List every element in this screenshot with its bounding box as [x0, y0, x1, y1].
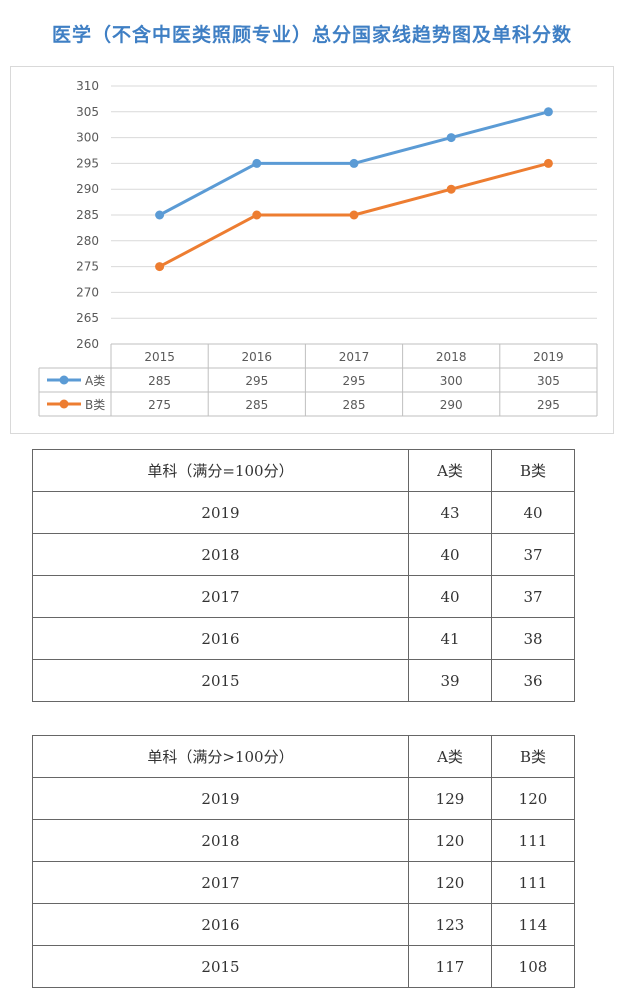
data-table-value: 295	[245, 374, 268, 388]
y-tick-label: 265	[76, 311, 99, 325]
y-tick-label: 295	[76, 156, 99, 170]
year-cell: 2019	[32, 777, 409, 820]
data-point	[446, 184, 456, 194]
b-class-cell: 36	[491, 659, 575, 702]
b-class-cell: 37	[491, 533, 575, 576]
b-class-cell: 111	[491, 861, 575, 904]
data-point	[446, 133, 456, 143]
y-tick-label: 290	[76, 182, 99, 196]
x-tick-label: 2015	[144, 350, 175, 364]
table-row: 2019 43 40	[32, 491, 575, 534]
year-cell: 2019	[32, 491, 409, 534]
x-tick-label: 2016	[242, 350, 273, 364]
page-title: 医学（不含中医类照顾专业）总分国家线趋势图及单科分数	[51, 24, 572, 46]
single-subject-over100-table: 单科（满分>100分） A类 B类 2019 129 120 2018 120 111 2017 1…	[32, 735, 575, 988]
y-tick-label: 260	[76, 337, 99, 351]
year-cell: 2018	[32, 819, 409, 862]
table-header-row: 单科（满分>100分） A类 B类	[32, 735, 575, 778]
y-tick-label: 310	[76, 79, 99, 93]
data-point	[543, 158, 553, 168]
data-table-value: 295	[537, 398, 560, 412]
table-row: 2017 40 37	[32, 575, 575, 618]
b-class-cell: 37	[491, 575, 575, 618]
data-point	[543, 107, 553, 117]
year-cell: 2017	[32, 575, 409, 618]
data-point	[252, 158, 262, 168]
table-row: 2019 129 120	[32, 777, 575, 820]
data-table-value: 305	[537, 374, 560, 388]
a-class-cell: 41	[408, 617, 492, 660]
a-class-cell: 40	[408, 575, 492, 618]
data-point	[155, 262, 165, 272]
legend-label: A类	[85, 374, 105, 388]
chart-frame: 260 265 270 275 280 285 290 295 300 305 310 2015 201…	[10, 66, 614, 434]
data-table-value: 300	[440, 374, 463, 388]
x-tick-label: 2019	[533, 350, 564, 364]
header-a-class: A类	[408, 449, 492, 492]
b-class-cell: 40	[491, 491, 575, 534]
a-class-cell: 120	[408, 861, 492, 904]
legend-marker	[59, 399, 69, 409]
data-table-value: 290	[440, 398, 463, 412]
table-header-row: 单科（满分=100分） A类 B类	[32, 449, 575, 492]
b-class-cell: 111	[491, 819, 575, 862]
year-cell: 2017	[32, 861, 409, 904]
x-tick-label: 2018	[436, 350, 467, 364]
b-class-cell: 38	[491, 617, 575, 660]
header-b-class: B类	[491, 735, 575, 778]
table-row: 2016 41 38	[32, 617, 575, 660]
b-class-cell: 108	[491, 945, 575, 988]
year-cell: 2016	[32, 903, 409, 946]
y-tick-label: 285	[76, 208, 99, 222]
header-subject: 单科（满分=100分）	[32, 449, 409, 492]
data-point	[349, 158, 359, 168]
legend-label: B类	[85, 398, 105, 412]
data-point	[252, 210, 262, 220]
data-table-value: 285	[245, 398, 268, 412]
year-cell: 2018	[32, 533, 409, 576]
table-row: 2016 123 114	[32, 903, 575, 946]
b-class-cell: 120	[491, 777, 575, 820]
year-cell: 2015	[32, 945, 409, 988]
y-tick-label: 280	[76, 234, 99, 248]
table-row: 2015 117 108	[32, 945, 575, 988]
header-a-class: A类	[408, 735, 492, 778]
x-tick-label: 2017	[339, 350, 370, 364]
line-chart: 260 265 270 275 280 285 290 295 300 305 310 2015 201…	[38, 79, 598, 417]
a-class-cell: 120	[408, 819, 492, 862]
data-point	[155, 210, 165, 220]
data-table-value: 295	[343, 374, 366, 388]
year-cell: 2015	[32, 659, 409, 702]
y-tick-label: 305	[76, 105, 99, 119]
single-subject-100-table: 单科（满分=100分） A类 B类 2019 43 40 2018 40 37 2017 40 37 2…	[32, 449, 575, 702]
table-row: 2018 40 37	[32, 533, 575, 576]
data-table-value: 275	[148, 398, 171, 412]
a-class-cell: 39	[408, 659, 492, 702]
a-class-cell: 43	[408, 491, 492, 534]
y-tick-label: 275	[76, 260, 99, 274]
y-tick-label: 300	[76, 131, 99, 145]
y-tick-label: 270	[76, 285, 99, 299]
a-class-cell: 40	[408, 533, 492, 576]
header-subject: 单科（满分>100分）	[32, 735, 409, 778]
b-class-cell: 114	[491, 903, 575, 946]
year-cell: 2016	[32, 617, 409, 660]
data-table-value: 285	[148, 374, 171, 388]
a-class-cell: 117	[408, 945, 492, 988]
header-b-class: B类	[491, 449, 575, 492]
table-row: 2015 39 36	[32, 659, 575, 702]
legend-marker	[59, 375, 69, 385]
a-class-cell: 129	[408, 777, 492, 820]
data-table-value: 285	[343, 398, 366, 412]
table-row: 2017 120 111	[32, 861, 575, 904]
data-point	[349, 210, 359, 220]
a-class-cell: 123	[408, 903, 492, 946]
table-row: 2018 120 111	[32, 819, 575, 862]
